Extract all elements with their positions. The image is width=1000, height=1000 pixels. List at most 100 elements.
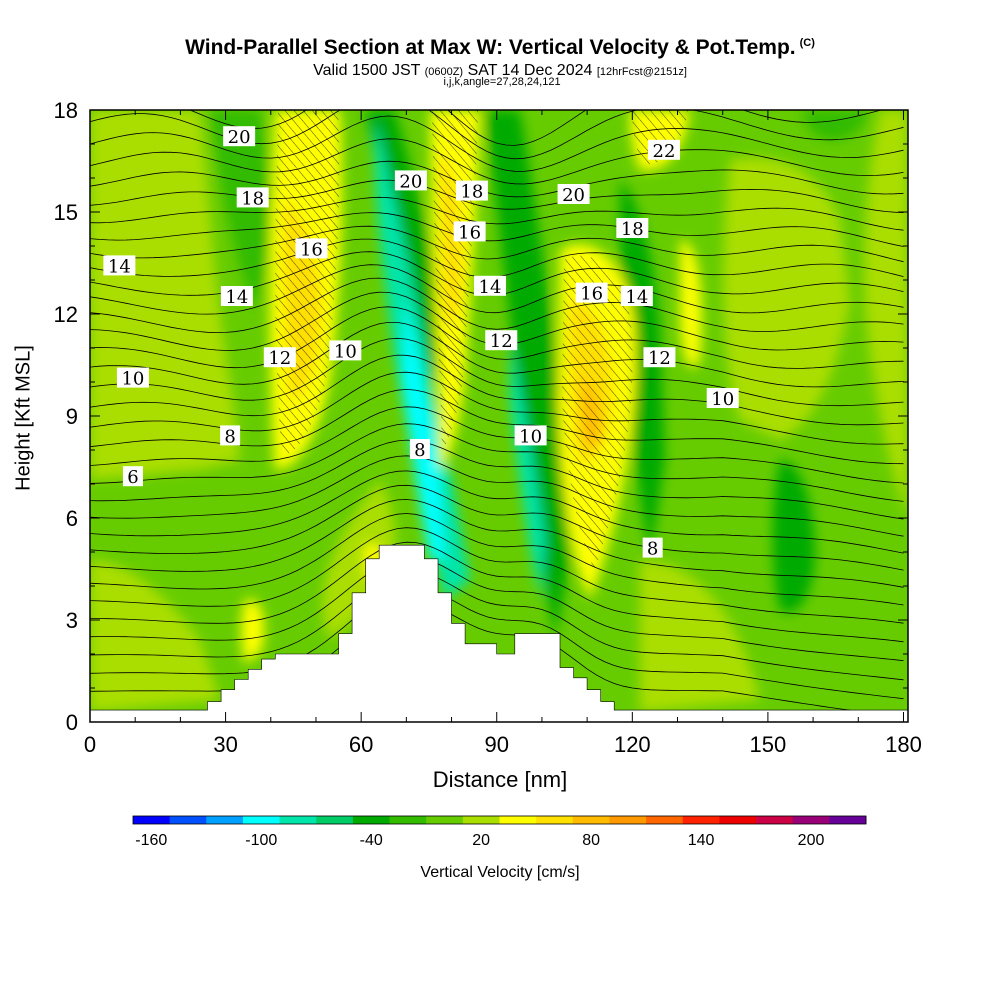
x-tick-label: 30 bbox=[213, 732, 237, 757]
light-green-region-lower-left bbox=[90, 560, 220, 712]
x-axis-title: Distance [nm] bbox=[432, 767, 568, 792]
isentrope-line bbox=[90, 115, 904, 172]
green-downdraft-left bbox=[210, 110, 270, 310]
isentrope-line bbox=[90, 337, 904, 407]
contour-label-box bbox=[642, 537, 663, 558]
green-downdraft-top-right bbox=[800, 110, 870, 141]
isentrope-line bbox=[90, 499, 904, 588]
colorbar-swatch bbox=[133, 816, 171, 824]
contour-label: 14 bbox=[625, 287, 648, 308]
contour-label: 18 bbox=[241, 188, 264, 209]
contour-label-box bbox=[122, 466, 143, 487]
colorbar-swatch bbox=[242, 816, 281, 824]
contour-label-box bbox=[706, 388, 739, 408]
colorbar-swatch bbox=[682, 816, 720, 824]
green-downdraft-center bbox=[485, 110, 570, 640]
teal-downdraft-right bbox=[510, 340, 545, 600]
contour-label: 10 bbox=[519, 426, 542, 447]
isentrope-line bbox=[90, 513, 904, 606]
contour-label: 16 bbox=[458, 222, 481, 243]
contour-label: 10 bbox=[334, 341, 357, 362]
isentrope-line bbox=[90, 225, 904, 263]
colorbar-title: Vertical Velocity [cm/s] bbox=[420, 864, 580, 881]
chart-title: Wind-Parallel Section at Max W: Vertical… bbox=[0, 36, 1000, 60]
colorbar-swatch bbox=[316, 816, 354, 824]
x-tick-label: 0 bbox=[84, 732, 96, 757]
isentrope-line bbox=[90, 322, 904, 388]
contour-label-box bbox=[263, 347, 296, 368]
contour-label: 14 bbox=[108, 256, 131, 277]
colorbar-swatch bbox=[462, 816, 500, 824]
colorbar-swatch bbox=[499, 816, 537, 824]
contour-label-box bbox=[473, 275, 506, 296]
colorbar-tick-label: 200 bbox=[798, 832, 825, 849]
contour-label: 10 bbox=[711, 389, 734, 410]
contour-label-box bbox=[616, 218, 649, 238]
colorbar-swatch bbox=[426, 816, 464, 824]
axis-ticks bbox=[89, 109, 908, 723]
isentrope-line bbox=[90, 138, 904, 185]
contour-label: 14 bbox=[225, 287, 248, 308]
contour-label: 8 bbox=[414, 440, 425, 461]
grid-indices: i,j,k,angle=27,28,24,121 bbox=[443, 76, 561, 88]
colorbar-swatch bbox=[206, 816, 244, 824]
isentrope-line bbox=[90, 439, 904, 520]
contour-label-box bbox=[116, 367, 149, 388]
green-downdraft-right-cell bbox=[772, 460, 815, 613]
y-tick-label: 9 bbox=[66, 404, 78, 429]
contour-label: 8 bbox=[224, 426, 235, 447]
colorbar-tick-label: 20 bbox=[472, 832, 490, 849]
isentrope-line bbox=[90, 470, 904, 554]
contour-label-box bbox=[329, 340, 362, 361]
colorbar-tick-label: -100 bbox=[245, 832, 277, 849]
contour-label: 18 bbox=[621, 219, 644, 240]
contour-label: 6 bbox=[127, 467, 138, 488]
isentrope-line bbox=[90, 455, 904, 537]
contour-label-box bbox=[557, 184, 590, 204]
colorbar bbox=[132, 815, 867, 825]
colorbar-frame bbox=[132, 815, 867, 825]
colorbar-tick-labels: -160 -100 -40 20 80 140 200 bbox=[135, 832, 824, 849]
y-axis-title: Height [Kft MSL] bbox=[12, 345, 35, 491]
contour-label-box bbox=[394, 170, 427, 191]
isentrope-line bbox=[90, 541, 904, 643]
valid-zulu: (0600Z) bbox=[424, 66, 464, 78]
colorbar-swatch bbox=[572, 816, 610, 824]
chart-subtitle: Valid 1500 JST (0600Z) SAT 14 Dec 2024 [… bbox=[0, 62, 1000, 80]
contour-label-box bbox=[643, 347, 676, 368]
contour-labels: 20 18 14 14 16 12 10 10 8 6 20 18 16 14 12 8 10 20 18 22 16 1… bbox=[103, 126, 739, 560]
y-tick-label: 3 bbox=[66, 608, 78, 633]
teal-downdraft bbox=[374, 120, 470, 600]
colorbar-swatch bbox=[279, 816, 317, 824]
valid-time: Valid 1500 JST bbox=[313, 62, 421, 79]
contour-label-box bbox=[647, 139, 680, 160]
isentrope-line bbox=[90, 264, 904, 315]
x-tick-labels: 0 30 60 90 120 150 180 bbox=[84, 732, 922, 757]
contour-label: 20 bbox=[228, 127, 251, 148]
yellow-updraft-lower-left bbox=[241, 599, 265, 665]
hatch-top-right bbox=[632, 110, 688, 165]
contour-label-box bbox=[223, 126, 256, 147]
contour-label-box bbox=[103, 255, 136, 276]
contour-label-box bbox=[620, 286, 653, 306]
light-green-region-upper-left bbox=[100, 160, 190, 340]
contour-label-box bbox=[453, 221, 486, 242]
isentrope-line bbox=[90, 423, 904, 502]
contour-label: 22 bbox=[653, 141, 676, 162]
y-tick-labels: 0 3 6 9 12 15 18 bbox=[54, 98, 78, 735]
contour-label: 12 bbox=[490, 331, 513, 352]
contour-label: 12 bbox=[648, 348, 671, 369]
isentrope-line bbox=[90, 586, 904, 700]
colorbar-swatch bbox=[609, 816, 647, 824]
contour-label: 8 bbox=[647, 539, 658, 560]
isentrope-line bbox=[90, 160, 904, 198]
isentrope-line bbox=[90, 212, 904, 247]
contour-label-box bbox=[575, 282, 608, 303]
contour-label-box bbox=[409, 439, 430, 459]
hatch-left bbox=[275, 110, 340, 455]
y-tick-label: 18 bbox=[54, 98, 78, 123]
contour-label: 16 bbox=[300, 239, 323, 260]
colorbar-tick-label: 140 bbox=[688, 832, 715, 849]
green-downdraft-right bbox=[620, 180, 665, 560]
